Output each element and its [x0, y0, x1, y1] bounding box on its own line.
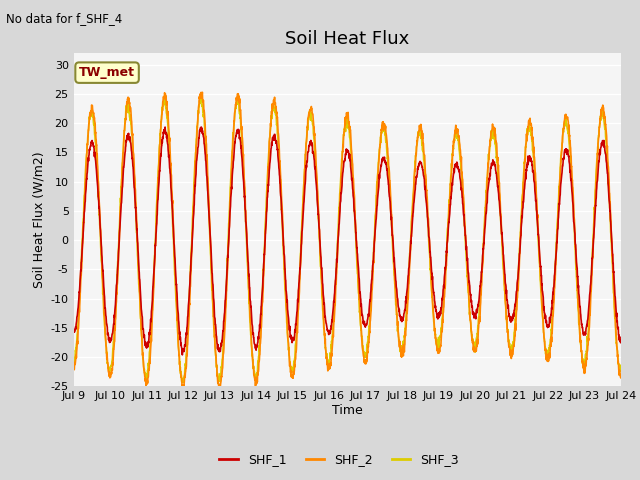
- SHF_2: [617, 375, 625, 381]
- SHF_1: [507, 313, 515, 319]
- SHF_3: [584, 331, 592, 336]
- SHF_1: [198, 124, 205, 130]
- SHF_1: [617, 339, 625, 345]
- SHF_1: [179, 352, 186, 358]
- SHF_3: [179, 380, 187, 385]
- SHF_3: [364, 344, 371, 349]
- SHF_1: [223, 276, 230, 281]
- Text: TW_met: TW_met: [79, 66, 135, 79]
- SHF_2: [507, 351, 515, 357]
- X-axis label: Time: Time: [332, 404, 363, 417]
- SHF_3: [569, 204, 577, 209]
- SHF_2: [584, 342, 592, 348]
- Line: SHF_3: SHF_3: [74, 96, 621, 383]
- SHF_3: [376, 146, 383, 152]
- Legend: SHF_1, SHF_2, SHF_3: SHF_1, SHF_2, SHF_3: [214, 448, 464, 471]
- SHF_3: [617, 362, 625, 368]
- SHF_2: [364, 349, 371, 355]
- Y-axis label: Soil Heat Flux (W/m2): Soil Heat Flux (W/m2): [32, 151, 45, 288]
- SHF_3: [197, 93, 205, 99]
- Title: Soil Heat Flux: Soil Heat Flux: [285, 30, 410, 48]
- SHF_1: [70, 329, 77, 335]
- SHF_2: [376, 152, 383, 158]
- SHF_3: [507, 349, 515, 355]
- SHF_3: [223, 272, 230, 277]
- Text: No data for f_SHF_4: No data for f_SHF_4: [6, 12, 123, 25]
- SHF_1: [584, 313, 592, 319]
- SHF_2: [198, 89, 206, 95]
- SHF_3: [70, 359, 77, 365]
- SHF_1: [376, 172, 383, 178]
- SHF_1: [569, 201, 577, 206]
- SHF_2: [180, 387, 188, 393]
- SHF_2: [569, 185, 577, 191]
- Line: SHF_2: SHF_2: [74, 92, 621, 390]
- Line: SHF_1: SHF_1: [74, 127, 621, 355]
- SHF_2: [70, 366, 77, 372]
- SHF_1: [364, 317, 371, 323]
- SHF_2: [223, 288, 230, 293]
